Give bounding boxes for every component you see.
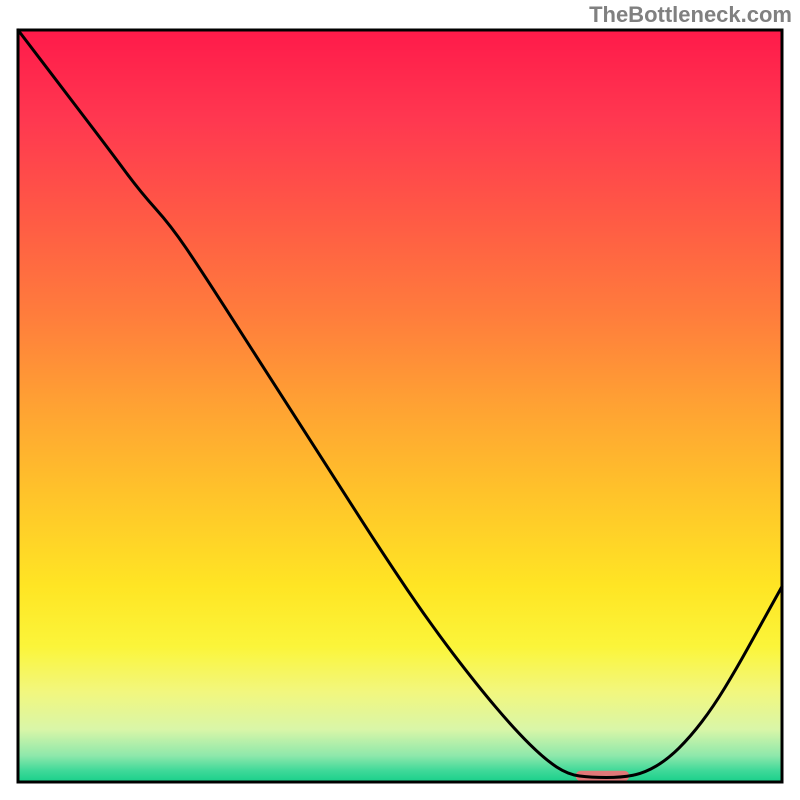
- chart-background: [18, 30, 782, 782]
- chart-svg: [0, 0, 800, 800]
- bottleneck-chart: TheBottleneck.com: [0, 0, 800, 800]
- watermark-text: TheBottleneck.com: [589, 2, 792, 28]
